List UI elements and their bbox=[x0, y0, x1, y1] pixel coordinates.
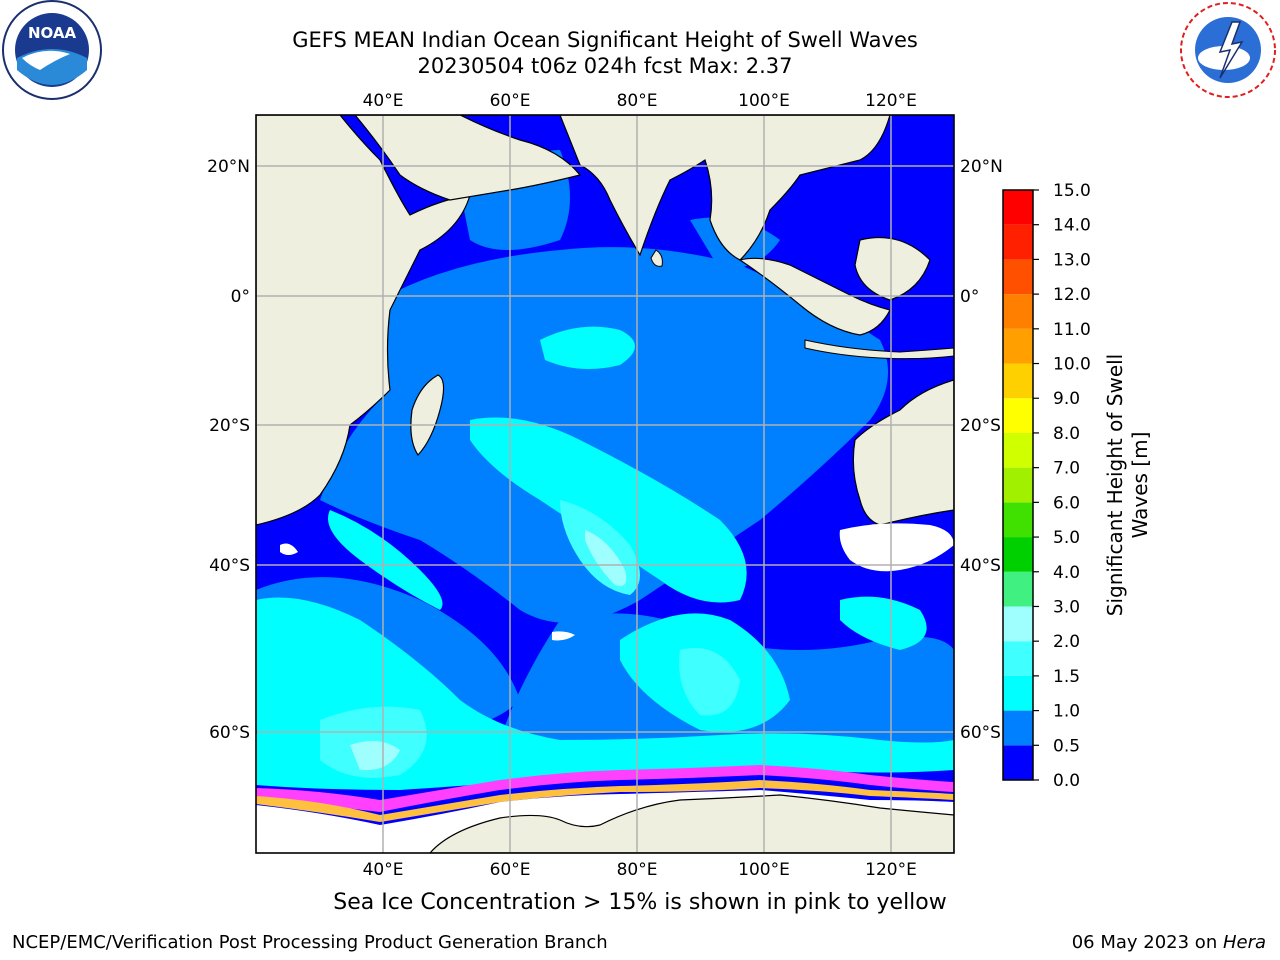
colorbar-segment bbox=[1003, 606, 1033, 642]
colorbar-tick-label: 5.0 bbox=[1053, 528, 1080, 548]
colorbar-tick-label: 3.0 bbox=[1053, 597, 1080, 617]
lon-label-bottom: 100°E bbox=[738, 860, 790, 880]
colorbar-segment bbox=[1003, 224, 1033, 260]
sea-ice-edge bbox=[256, 765, 954, 812]
lat-label-right: 60°S bbox=[960, 723, 1001, 743]
colorbar-tick-label: 0.5 bbox=[1053, 736, 1080, 756]
colorbar-tick-label: 6.0 bbox=[1053, 493, 1080, 513]
colorbar-segment bbox=[1003, 502, 1033, 538]
host-name: Hera bbox=[1222, 932, 1266, 953]
kerguelen-island bbox=[552, 631, 575, 641]
run-date-credit: 06 May 2023 on Hera bbox=[1072, 932, 1266, 953]
colorbar-segment bbox=[1003, 259, 1033, 295]
arabia-land bbox=[354, 115, 582, 201]
colorbar-tick-label: 12.0 bbox=[1053, 285, 1091, 305]
colorbar-segment bbox=[1003, 571, 1033, 607]
colorbar-frame bbox=[1002, 189, 1034, 781]
lon-label-top: 40°E bbox=[363, 91, 404, 111]
colorbar-tick-label: 9.0 bbox=[1053, 389, 1080, 409]
colorbar-segment bbox=[1003, 675, 1033, 711]
map-frame bbox=[255, 114, 955, 854]
swell-field-2-3m bbox=[350, 530, 627, 771]
swell-field-0p5-1m bbox=[256, 150, 954, 765]
colorbar-tick-label: 8.0 bbox=[1053, 424, 1080, 444]
map-area bbox=[256, 115, 954, 853]
lat-label-right: 40°S bbox=[960, 556, 1001, 576]
colorbar-tick-label: 15.0 bbox=[1053, 181, 1091, 201]
colorbar-tick-label: 11.0 bbox=[1053, 320, 1091, 340]
colorbar-tick-label: 7.0 bbox=[1053, 459, 1080, 479]
colorbar-label-line2: Waves [m] bbox=[1128, 431, 1152, 539]
colorbar-label-line1: Significant Height of Swell bbox=[1103, 353, 1127, 617]
colorbar-tick-label: 1.0 bbox=[1053, 702, 1080, 722]
colorbar-segment bbox=[1003, 467, 1033, 503]
lon-label-top: 60°E bbox=[490, 91, 531, 111]
sea-ice-note: Sea Ice Concentration > 15% is shown in … bbox=[333, 890, 947, 915]
lon-label-top: 100°E bbox=[738, 91, 790, 111]
lat-label-right: 0° bbox=[960, 287, 979, 307]
sri-lanka-land bbox=[650, 249, 663, 267]
lon-label-bottom: 60°E bbox=[490, 860, 531, 880]
colorbar-tick-label: 1.5 bbox=[1053, 667, 1080, 687]
colorbar-segment bbox=[1003, 398, 1033, 433]
colorbar-segment bbox=[1003, 710, 1033, 746]
asia-land bbox=[559, 115, 891, 261]
sea-ice-margin bbox=[256, 780, 954, 822]
lat-label-right: 20°S bbox=[960, 416, 1001, 436]
chart-subtitle: 20230504 t06z 024h fcst Max: 2.37 bbox=[417, 54, 793, 78]
lat-label-left: 60°S bbox=[209, 723, 250, 743]
lat-label-left: 20°S bbox=[209, 416, 250, 436]
colorbar-tick-label: 13.0 bbox=[1053, 250, 1091, 270]
antarctica-land bbox=[429, 794, 954, 853]
colorbar-segment bbox=[1003, 745, 1033, 780]
colorbar-segment bbox=[1003, 328, 1033, 364]
lat-label-right: 20°N bbox=[960, 157, 1003, 177]
svg-text:NOAA: NOAA bbox=[28, 24, 77, 42]
lon-label-bottom: 80°E bbox=[617, 860, 658, 880]
lon-label-bottom: 120°E bbox=[865, 860, 917, 880]
colorbar-tick-label: 0.0 bbox=[1053, 771, 1080, 791]
colorbar-tick-label: 10.0 bbox=[1053, 355, 1091, 375]
colorbar-tick-label: 14.0 bbox=[1053, 216, 1091, 236]
lon-label-top: 80°E bbox=[617, 91, 658, 111]
noaa-logo: NOAA bbox=[2, 0, 102, 100]
colorbar-segment bbox=[1003, 190, 1033, 225]
colorbar-tick-label: 2.0 bbox=[1053, 632, 1080, 652]
colorbar: 0.0 0.5 1.0 1.5 2.0 3.0 4.0 5.0 6.0 7.0 8.0 9.0 10.0… bbox=[1002, 181, 1091, 791]
colorbar-segment bbox=[1003, 537, 1033, 572]
small-island bbox=[280, 543, 298, 555]
map-gridlines bbox=[256, 115, 954, 853]
nws-logo bbox=[1178, 0, 1278, 100]
run-date: 06 May 2023 on bbox=[1071, 932, 1223, 953]
borneo-land bbox=[854, 236, 931, 301]
lon-label-top: 120°E bbox=[865, 91, 917, 111]
lon-label-bottom: 40°E bbox=[363, 860, 404, 880]
colorbar-segment bbox=[1003, 432, 1033, 468]
lat-label-left: 20°N bbox=[207, 157, 250, 177]
producer-credit: NCEP/EMC/Verification Post Processing Pr… bbox=[12, 932, 608, 953]
colorbar-tick-label: 4.0 bbox=[1053, 563, 1080, 583]
lat-label-left: 40°S bbox=[209, 556, 250, 576]
madagascar-land bbox=[410, 374, 445, 456]
lat-label-left: 0° bbox=[231, 287, 250, 307]
chart-title: GEFS MEAN Indian Ocean Significant Heigh… bbox=[292, 28, 918, 52]
africa-land bbox=[256, 115, 471, 526]
southern-white-patch bbox=[839, 523, 954, 572]
colorbar-segment bbox=[1003, 641, 1033, 676]
colorbar-segment bbox=[1003, 294, 1033, 329]
colorbar-segment bbox=[1003, 363, 1033, 399]
java-land bbox=[804, 339, 954, 360]
australia-land bbox=[852, 379, 954, 526]
